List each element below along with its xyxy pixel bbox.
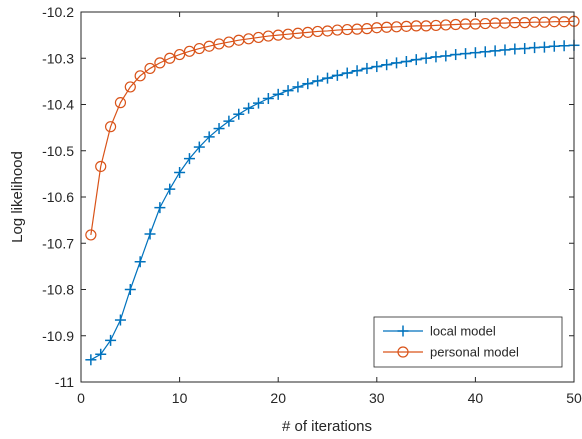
data-point-plus [134, 256, 146, 268]
data-point-plus [519, 43, 531, 55]
data-point-plus [548, 40, 560, 52]
data-point-plus [361, 62, 373, 74]
data-point-plus [124, 284, 136, 295]
data-point-plus [233, 108, 245, 120]
data-point-plus [469, 47, 481, 59]
y-tick-label: -10.3 [42, 50, 74, 66]
x-tick-label: 40 [468, 390, 484, 406]
data-point-circle [124, 81, 136, 93]
legend-box [373, 316, 563, 368]
data-point-plus [410, 54, 422, 66]
x-tick-label: 20 [270, 390, 286, 406]
data-point-plus [203, 131, 215, 143]
data-point-plus [391, 57, 403, 69]
y-tick-label: -10.7 [42, 235, 74, 251]
data-point-plus [144, 228, 156, 240]
data-point-circle [85, 229, 97, 241]
legend-personal-marker [397, 346, 409, 358]
data-point-plus [183, 153, 195, 165]
y-tick-label: -10.5 [42, 143, 74, 159]
data-point-plus [302, 78, 314, 90]
data-point-plus [420, 52, 432, 64]
legend: local model personal model [373, 316, 563, 368]
y-axis: -11 -10.9 -10.8 -10.7 -10.6 -10.5 -10.4 -10.3 -1… [42, 4, 574, 390]
data-point-plus [509, 43, 521, 55]
x-axis-label: # of iterations [282, 418, 372, 435]
data-point-plus [174, 166, 186, 178]
y-tick-label: -11 [55, 374, 74, 390]
x-tick-label: 10 [172, 390, 188, 406]
data-point-plus [341, 67, 353, 79]
data-point-plus [95, 348, 107, 360]
data-point-plus [450, 49, 462, 61]
legend-personal-label: personal model [430, 345, 519, 360]
data-point-plus [489, 45, 501, 57]
data-point-plus [371, 61, 383, 73]
data-point-plus [243, 102, 255, 114]
data-point-plus [529, 42, 541, 54]
data-point-plus [164, 183, 176, 195]
data-point-plus [479, 46, 491, 58]
legend-local-marker [397, 325, 409, 337]
data-point-circle [134, 70, 146, 82]
data-point-plus [213, 123, 225, 135]
data-point-plus [154, 202, 166, 214]
data-point-plus [223, 115, 235, 127]
plot-markers [85, 15, 580, 366]
data-point-plus [292, 81, 304, 93]
data-point-circle [114, 97, 127, 109]
y-tick-label: -10.4 [42, 97, 74, 113]
data-point-plus [558, 40, 570, 52]
data-point-plus [262, 92, 274, 104]
data-point-plus [460, 48, 472, 60]
x-axis: 0 10 20 30 40 50 [77, 12, 582, 406]
data-point-plus [193, 141, 205, 153]
y-tick-label: -10.6 [42, 189, 74, 205]
y-tick-label: -10.9 [42, 328, 74, 344]
data-point-plus [85, 354, 97, 366]
data-point-plus [322, 72, 333, 84]
data-point-circle [164, 52, 176, 64]
data-point-plus [351, 65, 363, 77]
data-point-circle [144, 62, 156, 75]
data-point-plus [312, 75, 324, 87]
data-point-plus [105, 334, 117, 346]
data-point-plus [252, 97, 264, 109]
data-point-plus [538, 41, 550, 53]
data-point-plus [499, 44, 511, 56]
x-tick-label: 30 [369, 390, 385, 406]
data-point-circle [154, 57, 166, 69]
x-tick-label: 0 [77, 390, 85, 406]
legend-local-label: local model [430, 324, 496, 339]
data-point-plus [381, 59, 393, 71]
data-point-plus [282, 85, 294, 97]
data-point-circle [174, 48, 186, 61]
data-point-circle [95, 160, 107, 173]
y-tick-label: -10.2 [42, 4, 74, 20]
data-point-plus [331, 69, 343, 81]
data-point-circle [104, 121, 117, 133]
data-point-plus [400, 55, 412, 67]
data-point-plus [114, 314, 126, 326]
x-tick-label: 50 [566, 390, 582, 406]
data-point-plus [272, 88, 284, 100]
data-point-plus [440, 50, 452, 62]
data-point-plus [430, 51, 442, 63]
y-axis-label: Log likelihood [9, 151, 26, 243]
y-tick-label: -10.8 [42, 282, 74, 298]
